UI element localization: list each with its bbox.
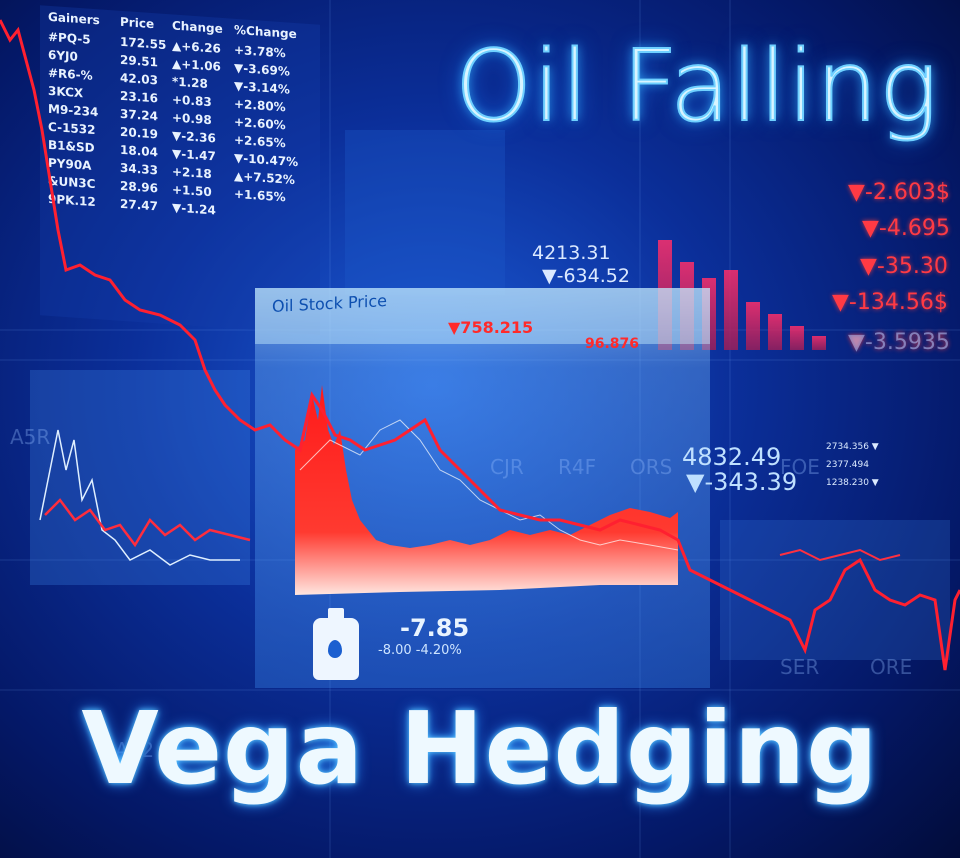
faint-label-2: A62 <box>115 738 155 762</box>
ticker-4: ▼-134.56$ <box>832 290 948 315</box>
index-change: ▼-634.52 <box>542 265 630 287</box>
faint-label-7: SER <box>780 655 820 679</box>
right-small-1: 2734.356 ▼ <box>826 442 879 452</box>
right-small-3: 1238.230 ▼ <box>826 478 879 488</box>
right-change: ▼-343.39 <box>686 468 798 496</box>
oil-canister-cap <box>328 608 344 620</box>
faint-label-8: ORE <box>870 655 913 679</box>
ticker-5: ▼-3.5935 <box>848 330 950 355</box>
ticker-3: ▼-35.30 <box>860 254 948 279</box>
oil-stock-price: ▼758.215 <box>448 318 534 337</box>
oil-stock-price-secondary: 96.876 <box>585 336 640 352</box>
right-value: 4832.49 <box>682 443 782 471</box>
ticker-1: ▼-2.603$ <box>848 180 950 205</box>
faint-label-4: R4F <box>558 455 597 479</box>
oil-stock-header <box>255 288 710 344</box>
main-title: Vega Hedging <box>81 690 879 807</box>
headline: Oil Falling <box>454 30 939 144</box>
right-small-2: 2377.494 <box>826 460 869 470</box>
oil-change-detail: -8.00 -4.20% <box>378 643 462 658</box>
market-panel <box>345 130 505 295</box>
faint-label-6: FOE <box>780 455 820 479</box>
oil-drop-icon <box>328 640 342 658</box>
index-value: 4213.31 <box>532 242 611 264</box>
faint-label-1: A5R <box>10 425 51 449</box>
faint-label-5: ORS <box>630 455 673 479</box>
ticker-2: ▼-4.695 <box>862 216 950 241</box>
faint-label-3: CJR <box>490 455 524 479</box>
oil-change: -7.85 <box>400 614 470 642</box>
